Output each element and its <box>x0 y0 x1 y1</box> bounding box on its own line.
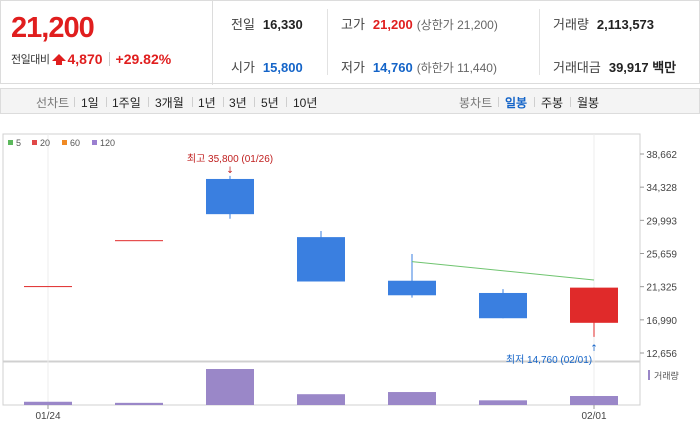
moving-average-line <box>411 261 595 281</box>
candle-body <box>479 292 527 319</box>
candle-body <box>297 237 345 282</box>
price-summary-panel: 21,200 전일대비 4,870 +29.82% 전일 16,330 시가 1… <box>0 0 700 85</box>
legend-swatch <box>92 140 97 145</box>
high-value: 21,200 <box>372 17 413 32</box>
volume-bar <box>297 394 345 405</box>
toolbar-divider <box>148 97 149 107</box>
volume-bar <box>206 369 254 405</box>
y-tick-label: 12,656 <box>646 349 677 360</box>
volume-bar <box>24 401 72 405</box>
volume-stat: 거래량 2,113,573 <box>553 14 654 33</box>
toolbar-divider <box>498 97 499 107</box>
low-stat: 저가 14,760 (하한가 11,440) <box>341 57 497 76</box>
volume-legend-label: 거래량 <box>654 370 679 381</box>
volume-label: 거래량 <box>553 17 589 32</box>
line-chart-label: 선차트 <box>36 96 70 110</box>
open-value: 15,800 <box>262 60 303 75</box>
y-tick-label: 34,328 <box>646 183 677 194</box>
prev-close-value: 16,330 <box>262 17 303 32</box>
toolbar-divider <box>106 97 107 107</box>
high-label: 고가 <box>341 17 365 32</box>
open-label: 시가 <box>231 60 255 75</box>
legend-swatch <box>8 140 13 145</box>
up-arrow-icon: ↑ <box>590 344 598 354</box>
toolbar-divider <box>570 97 571 107</box>
period-1w-button[interactable]: 1주일 <box>112 96 141 110</box>
volume-bar <box>388 392 436 405</box>
prev-close-stat: 전일 16,330 <box>231 14 303 33</box>
x-tick-label: 01/24 <box>35 411 60 422</box>
legend-swatch <box>32 140 37 145</box>
daily-candle-button[interactable]: 일봉 <box>505 96 528 110</box>
low-annotation: 최저 14,760 (02/01) <box>506 354 592 366</box>
low-value: 14,760 <box>372 60 413 75</box>
amount-stat: 거래대금 39,917 백만 <box>553 57 676 76</box>
volume-value: 2,113,573 <box>596 17 655 32</box>
lower-limit: (하한가 11,440) <box>416 61 497 75</box>
toolbar-divider <box>74 97 75 107</box>
volume-bar <box>570 396 618 405</box>
change-label: 전일대비 <box>11 54 50 66</box>
change-percent: +29.82% <box>115 51 172 67</box>
legend-swatch <box>62 140 67 145</box>
period-3y-button[interactable]: 3년 <box>229 96 247 110</box>
x-tick-label: 02/01 <box>581 411 606 422</box>
toolbar-divider <box>534 97 535 107</box>
change-value: 4,870 <box>67 51 103 67</box>
period-1y-button[interactable]: 1년 <box>198 96 216 110</box>
toolbar-divider <box>223 97 224 107</box>
current-price: 21,200 <box>11 12 95 44</box>
price-change-row: 전일대비 4,870 +29.82% <box>11 51 171 67</box>
toolbar-divider <box>286 97 287 107</box>
monthly-candle-button[interactable]: 월봉 <box>577 96 600 110</box>
volume-bar <box>115 402 163 405</box>
change-divider <box>108 52 110 66</box>
legend-label: 120 <box>100 138 115 148</box>
candle-body <box>570 287 618 323</box>
period-10y-button[interactable]: 10년 <box>293 96 318 110</box>
candle-body <box>388 280 436 296</box>
candle-body <box>206 178 254 215</box>
weekly-candle-button[interactable]: 주봉 <box>541 96 564 110</box>
down-arrow-icon: ↓ <box>226 166 234 176</box>
legend-label: 5 <box>16 138 21 148</box>
candle-body <box>115 240 163 242</box>
period-5y-button[interactable]: 5년 <box>261 96 279 110</box>
y-tick-label: 38,662 <box>646 150 677 161</box>
upper-limit: (상한가 21,200) <box>416 18 498 32</box>
high-annotation: 최고 35,800 (01/26) <box>187 153 273 165</box>
high-stat: 고가 21,200 (상한가 21,200) <box>341 14 498 33</box>
price-plot-frame <box>2 133 641 363</box>
low-label: 저가 <box>341 60 365 75</box>
price-chart[interactable]: 5 20 60 120 38,662 34,328 29,993 25,659 21,325 16… <box>0 114 700 439</box>
y-tick-label: 16,990 <box>646 316 677 327</box>
candle-chart-label: 봉차트 <box>459 96 493 110</box>
up-arrow-icon <box>52 54 67 65</box>
legend-label: 20 <box>40 138 50 148</box>
volume-legend-swatch <box>648 370 650 380</box>
period-3m-button[interactable]: 3개월 <box>155 96 184 110</box>
chart-toolbar: 선차트 1일 1주일 3개월 1년 3년 5년 10년 봉차트 일봉 주봉 월봉 <box>0 88 700 114</box>
volume-bar <box>479 400 527 405</box>
candle-body <box>24 286 72 288</box>
stat-divider-2 <box>539 9 540 75</box>
stat-divider-1 <box>327 9 328 75</box>
amount-value: 39,917 백만 <box>608 60 677 75</box>
y-tick-label: 21,325 <box>646 283 677 294</box>
y-tick-label: 25,659 <box>646 250 677 261</box>
open-stat: 시가 15,800 <box>231 57 303 76</box>
amount-label: 거래대금 <box>553 60 601 75</box>
toolbar-divider <box>254 97 255 107</box>
period-1d-button[interactable]: 1일 <box>81 96 99 110</box>
current-price-box: 21,200 전일대비 4,870 +29.82% <box>1 1 213 85</box>
legend-label: 60 <box>70 138 80 148</box>
prev-close-label: 전일 <box>231 17 255 32</box>
toolbar-divider <box>192 97 193 107</box>
y-tick-label: 29,993 <box>646 216 677 227</box>
